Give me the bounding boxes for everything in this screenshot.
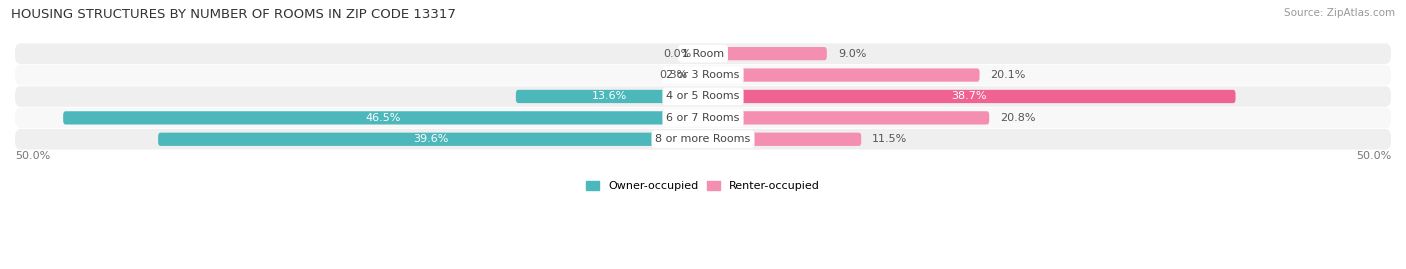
FancyBboxPatch shape: [703, 111, 990, 125]
FancyBboxPatch shape: [703, 68, 980, 82]
Text: 2 or 3 Rooms: 2 or 3 Rooms: [666, 70, 740, 80]
Text: 50.0%: 50.0%: [15, 151, 51, 161]
FancyBboxPatch shape: [157, 133, 703, 146]
FancyBboxPatch shape: [15, 86, 1391, 107]
FancyBboxPatch shape: [516, 90, 703, 103]
FancyBboxPatch shape: [15, 129, 1391, 150]
Text: 0.3%: 0.3%: [659, 70, 688, 80]
FancyBboxPatch shape: [703, 47, 827, 60]
FancyBboxPatch shape: [15, 108, 1391, 128]
Text: 20.1%: 20.1%: [991, 70, 1026, 80]
FancyBboxPatch shape: [63, 111, 703, 125]
Text: 46.5%: 46.5%: [366, 113, 401, 123]
FancyBboxPatch shape: [699, 68, 703, 82]
Text: 4 or 5 Rooms: 4 or 5 Rooms: [666, 91, 740, 101]
Text: 39.6%: 39.6%: [413, 134, 449, 144]
Text: 0.0%: 0.0%: [664, 49, 692, 59]
Text: 13.6%: 13.6%: [592, 91, 627, 101]
Text: 6 or 7 Rooms: 6 or 7 Rooms: [666, 113, 740, 123]
Text: 50.0%: 50.0%: [1355, 151, 1391, 161]
Text: Source: ZipAtlas.com: Source: ZipAtlas.com: [1284, 8, 1395, 18]
Text: 1 Room: 1 Room: [682, 49, 724, 59]
Text: 11.5%: 11.5%: [872, 134, 907, 144]
FancyBboxPatch shape: [15, 43, 1391, 64]
Legend: Owner-occupied, Renter-occupied: Owner-occupied, Renter-occupied: [586, 181, 820, 191]
FancyBboxPatch shape: [703, 90, 1236, 103]
Text: 38.7%: 38.7%: [952, 91, 987, 101]
Text: 8 or more Rooms: 8 or more Rooms: [655, 134, 751, 144]
Text: 20.8%: 20.8%: [1000, 113, 1036, 123]
Text: HOUSING STRUCTURES BY NUMBER OF ROOMS IN ZIP CODE 13317: HOUSING STRUCTURES BY NUMBER OF ROOMS IN…: [11, 8, 456, 21]
FancyBboxPatch shape: [703, 133, 862, 146]
Text: 9.0%: 9.0%: [838, 49, 866, 59]
FancyBboxPatch shape: [15, 65, 1391, 85]
